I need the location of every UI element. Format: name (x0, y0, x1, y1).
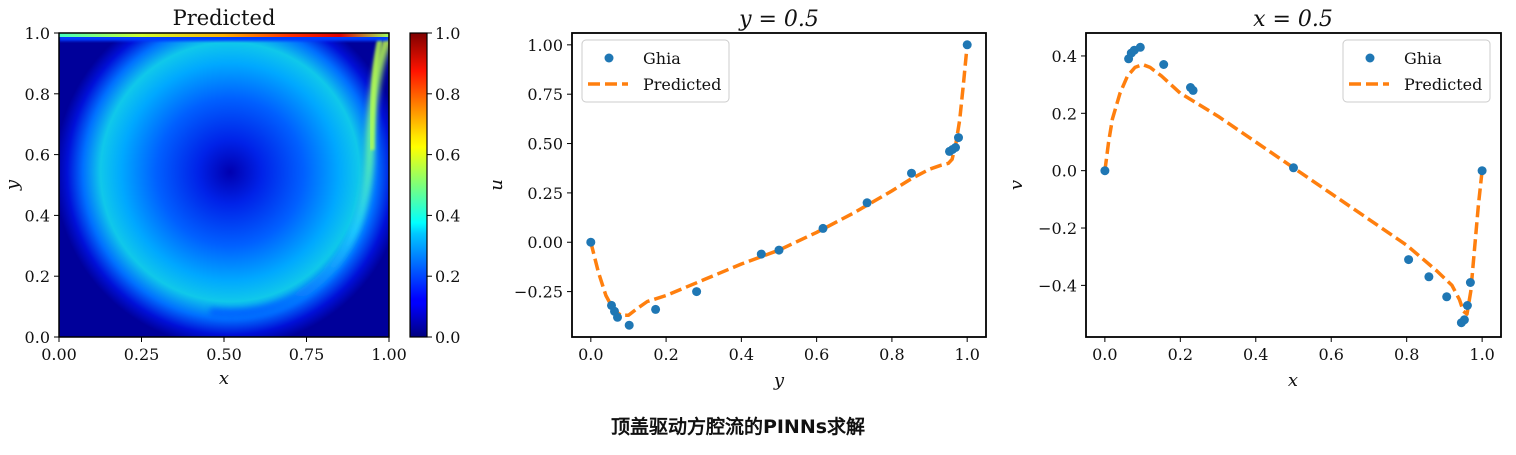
v-panel-ghia-point (1477, 166, 1487, 176)
u-panel-ytick-label: 0.50 (527, 135, 563, 154)
u-panel-ytick-label: 1.00 (527, 36, 563, 55)
legend-ghia-label: Ghia (1404, 49, 1442, 68)
legend-predicted-label: Predicted (643, 75, 721, 94)
v-panel-xtick-label: 0.8 (1394, 345, 1419, 364)
u-panel-xtick-label: 0.2 (653, 345, 678, 364)
u-panel-ghia-point (954, 133, 963, 143)
u-panel-ghia-point (962, 40, 972, 50)
u-panel-ghia-point (651, 304, 661, 314)
heatmap-xtick-label: 0.50 (206, 345, 242, 364)
heatmap-ytick-label: 0.6 (25, 146, 50, 165)
u-panel-xtick-label: 0.4 (729, 345, 754, 364)
legend-ghia-marker (604, 53, 614, 63)
colorbar-tick-label: 0.8 (435, 85, 460, 104)
u-panel-ghia-point (586, 237, 596, 247)
u-panel-frame (571, 32, 987, 338)
heatmap-ytick-label: 0.2 (25, 267, 50, 286)
v-panel-ghia-point (1188, 85, 1198, 95)
u-panel-xtick-label: 1.0 (954, 345, 979, 364)
v-panel-ghia-point (1459, 315, 1469, 325)
heatmap-ytick-label: 1.0 (25, 24, 50, 43)
v-panel-ytick-label: −0.4 (1038, 276, 1077, 295)
heatmap-title: Predicted (173, 6, 276, 30)
figure-caption: 顶盖驱动方腔流的PINNs求解 (610, 416, 866, 438)
u-profile-panel: y = 0.5 0.0 0.2 0.4 0.6 0.8 1.0 1.00 0.75 0.50 0.… (486, 7, 987, 391)
v-panel-frame (1085, 32, 1502, 338)
heatmap-panel: Predicted 0.00 0.25 0.50 0.75 1.00 0.0 0.2 0.4 0… (2, 6, 460, 389)
heatmap-ytick-label: 0.4 (25, 206, 50, 225)
colorbar-tick-label: 0.4 (435, 206, 460, 225)
v-panel-ytick-label: 0.0 (1052, 162, 1077, 181)
v-panel-ghia-point (1289, 163, 1298, 173)
u-panel-ghia-point (692, 287, 702, 297)
v-panel-ghia-point (1135, 42, 1145, 52)
legend-predicted-label: Predicted (1404, 75, 1482, 94)
u-panel-ytick-label: 0.25 (527, 184, 563, 203)
u-panel-legend: Ghia Predicted (581, 39, 730, 103)
heatmap-ytick-label: 0.8 (25, 85, 50, 104)
heatmap-xlabel: x (219, 368, 229, 389)
v-panel-xtick-label: 0.2 (1168, 345, 1193, 364)
u-panel-ytick-label: 0.75 (527, 85, 563, 104)
colorbar (409, 32, 428, 338)
v-panel-ghia-point (1424, 272, 1434, 282)
v-panel-xlabel: x (1288, 370, 1298, 391)
v-panel-ylabel: v (1006, 180, 1027, 190)
u-panel-ghia-point (774, 245, 784, 255)
u-panel-ghia-point (624, 320, 634, 330)
heatmap-ytick-label: 0.0 (25, 328, 50, 347)
v-panel-ytick-label: −0.2 (1038, 219, 1077, 238)
heatmap-xtick-label: 0.00 (41, 345, 77, 364)
legend-ghia-label: Ghia (643, 49, 681, 68)
u-panel-xtick-label: 0.8 (879, 345, 904, 364)
v-panel-ghia-point (1159, 60, 1169, 69)
v-panel-xtick-label: 1.0 (1469, 345, 1494, 364)
v-panel-ghia-point (1442, 292, 1452, 302)
v-panel-xtick-label: 0.0 (1092, 345, 1117, 364)
colorbar-tick-label: 0.2 (435, 267, 460, 286)
v-panel-legend: Ghia Predicted (1342, 39, 1491, 103)
v-panel-ghia-point (1100, 166, 1110, 176)
u-panel-xtick-label: 0.0 (578, 345, 603, 364)
colorbar-tick-label: 0.0 (435, 328, 460, 347)
u-panel-title: y = 0.5 (738, 7, 819, 32)
v-panel-ghia-point (1465, 278, 1475, 287)
v-panel-ghia-point (1462, 301, 1472, 310)
u-panel-ghia-point (613, 312, 622, 322)
u-panel-ytick-label: −0.25 (514, 283, 563, 302)
legend-ghia-marker (1365, 53, 1375, 63)
u-panel-ghia-point (818, 223, 828, 233)
colorbar-tick-label: 0.6 (435, 146, 460, 165)
v-panel-xtick-label: 0.6 (1319, 345, 1344, 364)
heatmap-ylabel: y (2, 179, 23, 191)
u-panel-xtick-label: 0.6 (804, 345, 829, 364)
v-panel-ghia-point (1404, 255, 1414, 265)
v-panel-ytick-label: 0.2 (1052, 104, 1077, 123)
u-panel-ytick-label: 0.00 (527, 233, 563, 252)
u-panel-ghia-point (951, 143, 960, 152)
heatmap-field (59, 33, 389, 337)
v-panel-ytick-label: 0.4 (1052, 47, 1077, 66)
v-panel-xtick-label: 0.4 (1243, 345, 1268, 364)
u-panel-ghia-point (756, 249, 766, 259)
figure: Predicted 0.00 0.25 0.50 0.75 1.00 0.0 0.2 0.4 0… (2, 6, 1502, 391)
u-panel-xlabel: y (773, 370, 785, 391)
u-panel-ghia-point (907, 168, 916, 178)
colorbar-tick-label: 1.0 (435, 24, 460, 43)
v-profile-panel: x = 0.5 0.0 0.2 0.4 0.6 0.8 1.0 0.4 0.2 0.0 −0.2 −… (1006, 7, 1502, 391)
u-panel-ghia-point (862, 198, 872, 208)
heatmap-xtick-label: 0.25 (124, 345, 160, 364)
v-panel-title: x = 0.5 (1253, 7, 1333, 32)
heatmap-xtick-label: 0.75 (289, 345, 325, 364)
u-panel-ylabel: u (486, 179, 507, 191)
heatmap-xtick-label: 1.00 (371, 345, 407, 364)
